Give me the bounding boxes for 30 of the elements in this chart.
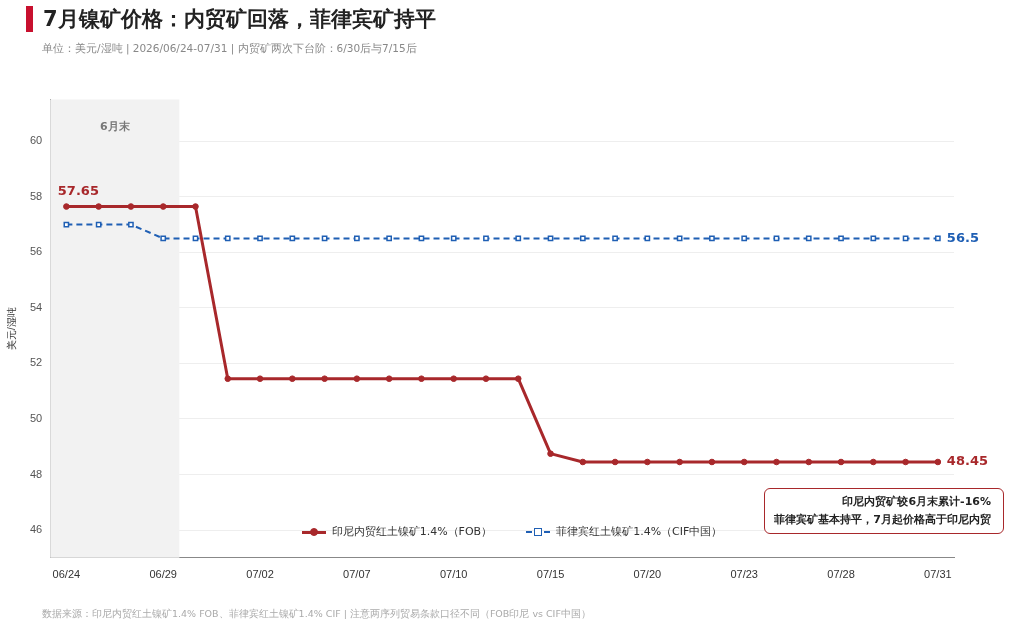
band-label: 6月末 [99, 119, 131, 133]
x-tick-label: 06/24 [52, 568, 81, 581]
x-tick-label: 07/28 [827, 568, 855, 581]
x-tick-label: 07/10 [439, 568, 468, 581]
data-label: 56.5 [946, 229, 979, 245]
y-tick-label: 50 [29, 411, 43, 424]
x-tick-label: 06/29 [149, 568, 177, 581]
chart-title: 7月镍矿价格：内贸矿回落，菲律宾矿持平 [26, 6, 436, 32]
y-axis-title: 美元/湿吨 [5, 307, 17, 351]
y-tick-label: 60 [29, 134, 43, 147]
annotation: 菲律宾矿基本持平，7月起价格高于印尼内贸 [774, 512, 991, 528]
legend-label: 菲律宾红土镍矿1.4%（CIF中国） [556, 524, 723, 539]
x-tick-label: 07/20 [633, 568, 662, 581]
y-tick-label: 52 [29, 356, 43, 369]
y-tick-label: 48 [29, 467, 43, 480]
chart-subtitle: 单位：美元/湿吨 | 2026/06/24-07/31 | 内贸矿两次下台阶：6/30后与7/15后 [42, 42, 417, 56]
x-tick-label: 07/15 [536, 568, 565, 581]
x-tick-label: 07/23 [730, 568, 758, 581]
data-label: 57.65 [57, 183, 99, 199]
x-tick-label: 07/07 [343, 568, 371, 581]
x-tick-label: 07/02 [246, 568, 274, 581]
source-note: 数据来源：印尼内贸红土镍矿1.4% FOB、菲律宾红土镍矿1.4% CIF | 注意两序列贸易条款口径不同（FOB印尼 vs CIF中国） [42, 608, 591, 621]
data-label: 48.45 [946, 453, 988, 469]
legend-label: 印尼内贸红土镍矿1.4%（FOB） [331, 524, 493, 539]
y-tick-label: 58 [29, 189, 43, 202]
y-tick-label: 46 [29, 523, 43, 536]
annotation: 印尼内贸矿较6月末累计-16% [841, 494, 991, 510]
x-tick-label: 07/31 [924, 568, 952, 581]
y-tick-label: 56 [29, 245, 43, 258]
y-tick-label: 54 [29, 300, 43, 313]
